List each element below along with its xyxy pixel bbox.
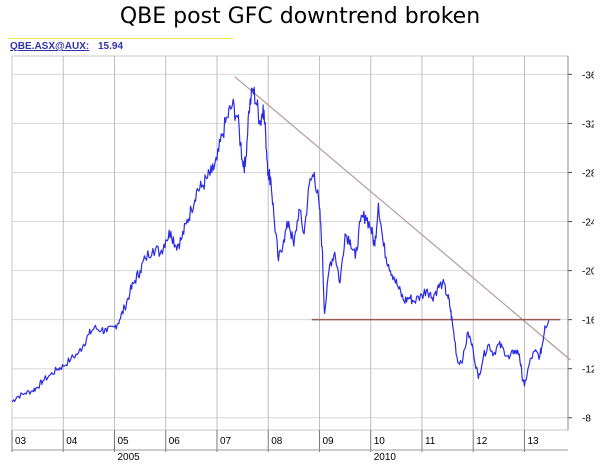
grid-lines — [11, 55, 569, 431]
x-tick-label: 13 — [527, 436, 539, 447]
x-major-label: 2005 — [117, 452, 140, 462]
y-axis: -8 -12 -16 -20 -24 -28 -32 -36 — [567, 56, 597, 430]
y-tick-label: -32 — [582, 119, 594, 130]
x-tick-label: 03 — [15, 436, 27, 447]
x-axis: 03 04 05 06 07 08 09 10 11 12 13 2005 2010 — [11, 430, 568, 463]
x-tick-label: 07 — [220, 436, 232, 447]
last-value-label: 15.94 — [98, 41, 123, 52]
annotation-lines — [234, 76, 571, 361]
x-tick-label: 12 — [476, 436, 488, 447]
y-tick-label: -8 — [582, 414, 591, 425]
y-tick-label: -24 — [582, 218, 594, 229]
y-tick-label: -12 — [582, 365, 594, 376]
x-tick-label: 09 — [322, 436, 334, 447]
y-tick-label: -20 — [582, 267, 594, 278]
price-line — [11, 86, 550, 403]
x-major-label: 2010 — [374, 452, 397, 462]
price-chart: QBE.ASX@AUX: 15.94 -8-12-16-20-24-28-32-… — [8, 37, 597, 463]
x-tick-label: 06 — [169, 436, 181, 447]
y-tick-label: -28 — [582, 168, 594, 179]
y-tick-label: -36 — [582, 70, 594, 81]
plot-border — [11, 55, 569, 431]
downtrend-line — [234, 76, 571, 361]
x-tick-label: 10 — [374, 436, 386, 447]
x-tick-label: 08 — [271, 436, 283, 447]
x-tick-label: 04 — [66, 436, 78, 447]
y-tick-label: -16 — [582, 316, 594, 327]
ticker-label: QBE.ASX@AUX: — [10, 41, 89, 52]
chart-frame: QBE.ASX@AUX: 15.94 -8 -12 -16 -20 -24 -28 -32-… — [8, 37, 597, 463]
x-tick-label: 11 — [425, 436, 436, 447]
series-group — [11, 86, 550, 403]
x-tick-label: 05 — [117, 436, 129, 447]
chart-title: QBE post GFC downtrend broken — [119, 4, 481, 29]
